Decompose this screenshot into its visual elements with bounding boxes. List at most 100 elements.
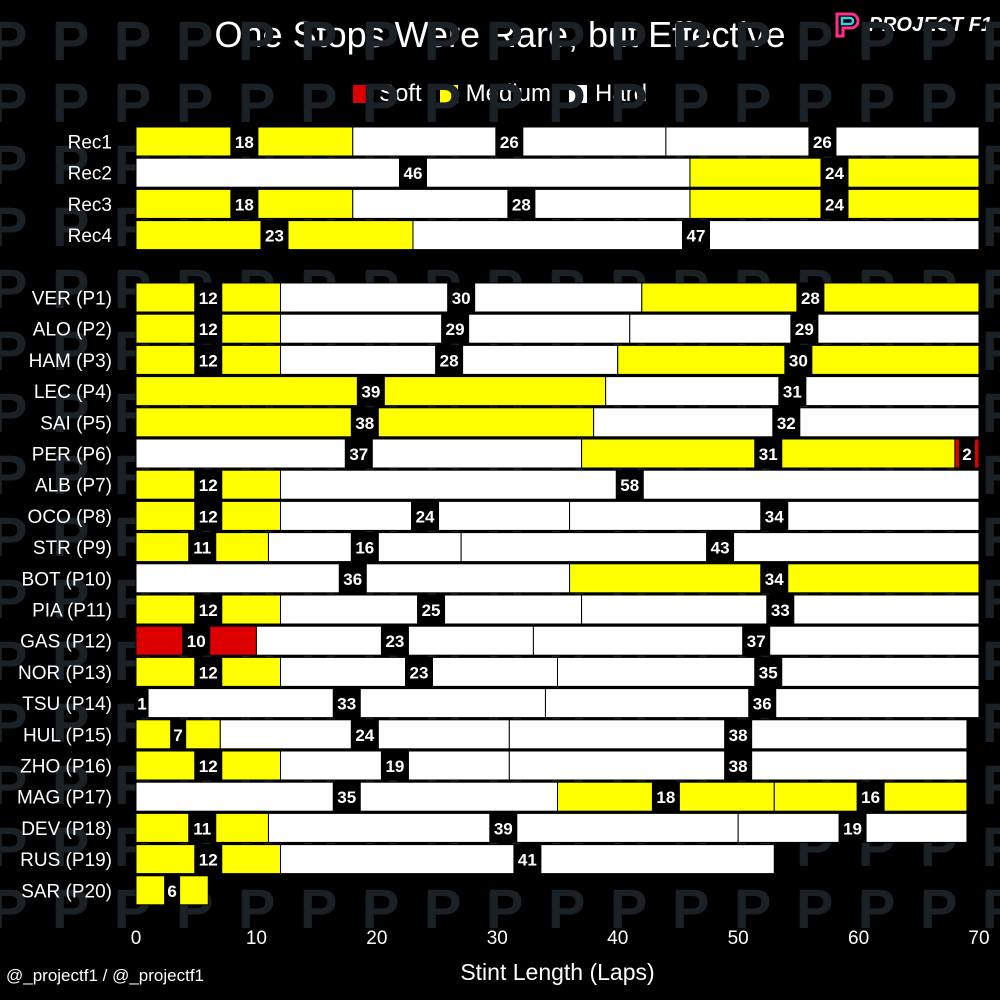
watermark-glyph: P <box>0 505 27 568</box>
data-label: 31 <box>759 445 778 464</box>
data-label-box <box>651 782 680 812</box>
data-label: 12 <box>199 663 218 682</box>
data-label-box <box>188 813 217 843</box>
legend-swatch-medium <box>439 85 458 103</box>
row-label: ALO (P2) <box>33 320 112 341</box>
data-label: 28 <box>801 289 820 308</box>
row-label: Rec4 <box>68 226 113 247</box>
watermark-glyph: P <box>424 9 461 72</box>
watermark-glyph: P <box>52 753 89 816</box>
data-label: 38 <box>355 414 374 433</box>
chart-legend: Soft Medium Hard <box>0 80 1000 108</box>
row-label: TSU (P14) <box>22 694 112 715</box>
watermark-glyph: P <box>734 877 771 940</box>
data-label: 37 <box>747 632 766 651</box>
data-label: 47 <box>687 227 706 246</box>
data-label: 39 <box>361 383 380 402</box>
data-label: 24 <box>825 164 844 183</box>
watermark-glyph: P <box>52 815 89 878</box>
data-label: 2 <box>962 445 971 464</box>
watermark-glyph: P <box>0 133 27 196</box>
data-label: 58 <box>620 476 639 495</box>
data-label-box <box>790 314 819 344</box>
row-label: DEV (P18) <box>21 819 112 840</box>
watermark-glyph: P <box>982 505 1000 568</box>
data-label-box <box>164 875 181 905</box>
watermark-glyph: P <box>982 257 1000 320</box>
watermark-glyph: P <box>0 877 27 940</box>
data-label-box <box>260 220 289 250</box>
data-label-box <box>350 407 379 437</box>
row-label: ALB (P7) <box>35 476 112 497</box>
data-label-box <box>489 813 518 843</box>
watermark-glyph: P <box>486 71 523 134</box>
watermark-glyph: P <box>982 9 1000 72</box>
row-label: MAG (P17) <box>17 788 112 809</box>
watermark-glyph: P <box>982 691 1000 754</box>
data-label: 34 <box>765 570 784 589</box>
data-label-box <box>808 127 837 156</box>
data-label-box <box>754 439 783 468</box>
data-label: 46 <box>404 164 423 183</box>
data-label-box <box>856 782 885 812</box>
data-label-box <box>760 563 789 593</box>
row-label: SAI (P5) <box>40 413 112 434</box>
watermark-glyph: P <box>52 877 89 940</box>
brand-logo: PROJECT F1 <box>833 10 992 40</box>
data-label-box <box>441 314 470 344</box>
row-label: Rec2 <box>68 164 112 185</box>
watermark-glyph: P <box>0 443 27 506</box>
watermark-glyph: P <box>300 877 337 940</box>
watermark-glyph: P <box>238 877 275 940</box>
data-label-box <box>615 470 644 500</box>
data-label-box <box>194 844 223 874</box>
data-label: 28 <box>440 351 459 370</box>
data-label-box <box>513 844 542 874</box>
watermark-glyph: P <box>176 9 213 72</box>
social-handles: @_projectf1 / @_projectf1 <box>6 966 204 985</box>
watermark-glyph: P <box>858 877 895 940</box>
data-label: 25 <box>422 601 441 620</box>
row-label: HAM (P3) <box>29 351 112 372</box>
data-label: 19 <box>843 819 862 838</box>
data-label: 23 <box>265 227 284 246</box>
data-label: 23 <box>410 663 429 682</box>
watermark-glyph: P <box>920 877 957 940</box>
x-tick-label: 50 <box>728 928 749 949</box>
data-label-box <box>194 283 223 312</box>
data-label-box <box>188 532 217 562</box>
data-label-box <box>838 813 867 843</box>
data-label-box <box>820 189 849 219</box>
data-label-box <box>338 563 367 593</box>
watermark-glyph: P <box>424 71 461 134</box>
watermark-glyph: P <box>114 9 151 72</box>
data-label-box <box>958 439 975 468</box>
legend-label-hard: Hard <box>595 80 648 107</box>
watermark-glyph: P <box>548 877 585 940</box>
watermark-glyph: P <box>362 877 399 940</box>
data-label: 36 <box>343 570 362 589</box>
watermark-glyph: P <box>0 9 27 72</box>
watermark-glyph: P <box>52 691 89 754</box>
watermark-glyph: P <box>300 71 337 134</box>
x-tick-label: 40 <box>607 928 628 949</box>
data-label: 35 <box>337 788 356 807</box>
watermark-glyph: P <box>796 877 833 940</box>
data-label-box <box>706 532 735 562</box>
data-label-box <box>681 220 710 250</box>
data-label-box <box>724 719 753 749</box>
legend-swatch-hard <box>569 85 588 103</box>
watermark-glyph: P <box>0 195 27 258</box>
watermark-glyph: P <box>238 71 275 134</box>
x-tick-label: 0 <box>131 928 142 949</box>
row-label: VER (P1) <box>32 289 112 310</box>
data-label: 28 <box>512 195 531 214</box>
data-label: 35 <box>759 663 778 682</box>
watermark-glyph: P <box>858 71 895 134</box>
legend-swatch-soft <box>352 85 371 103</box>
legend-item-medium: Medium <box>439 80 551 108</box>
x-tick-label: 70 <box>968 928 989 949</box>
watermark-glyph: P <box>362 71 399 134</box>
data-label-box <box>194 470 223 500</box>
data-label-box <box>435 345 464 375</box>
